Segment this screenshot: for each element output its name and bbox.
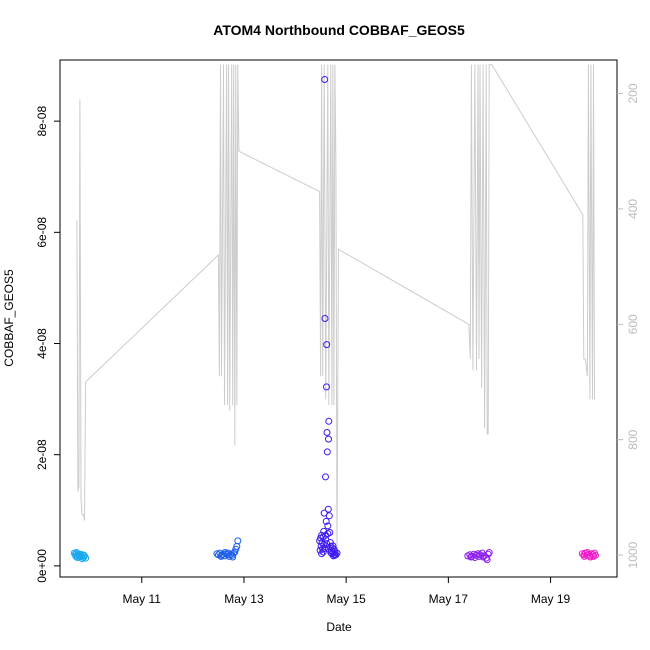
data-point bbox=[320, 527, 328, 535]
data-point bbox=[324, 530, 332, 538]
data-point bbox=[323, 448, 331, 456]
right-tick-label: 600 bbox=[626, 314, 640, 334]
data-point bbox=[225, 552, 233, 560]
x-tick-label: May 13 bbox=[224, 592, 264, 606]
data-point bbox=[321, 76, 329, 83]
data-point bbox=[225, 549, 233, 557]
data-point bbox=[325, 435, 332, 443]
data-point bbox=[230, 549, 238, 557]
data-point bbox=[318, 550, 326, 558]
right-tick-label: 800 bbox=[626, 429, 640, 449]
y-axis-label: COBBAF_GEOS5 bbox=[2, 269, 16, 367]
data-point bbox=[482, 554, 490, 562]
y-tick-label: 4e-08 bbox=[35, 328, 49, 359]
data-point bbox=[483, 556, 491, 564]
data-point bbox=[331, 551, 339, 559]
data-point bbox=[229, 553, 237, 561]
data-point bbox=[321, 315, 329, 322]
plot-frame bbox=[59, 59, 618, 578]
x-tick-label: May 11 bbox=[123, 592, 162, 606]
x-tick-label: May 17 bbox=[429, 592, 469, 606]
data-point bbox=[324, 522, 332, 530]
secondary-line-layer bbox=[76, 64, 595, 556]
data-point bbox=[80, 551, 88, 559]
data-point bbox=[329, 542, 337, 550]
data-point bbox=[586, 553, 594, 561]
y-tick-label: 2e-08 bbox=[35, 439, 49, 470]
data-point bbox=[217, 552, 225, 560]
x-axis-label: Date bbox=[326, 620, 352, 634]
right-tick-label: 400 bbox=[626, 199, 640, 219]
data-point bbox=[333, 549, 341, 557]
y-axis: 0e+00 2e-08 4e-08 6e-08 8e-08 bbox=[35, 106, 60, 583]
data-point bbox=[72, 552, 80, 560]
data-points-layer bbox=[70, 76, 599, 564]
data-point bbox=[234, 537, 242, 545]
data-point bbox=[323, 429, 331, 436]
data-point bbox=[323, 341, 331, 349]
data-point bbox=[322, 473, 329, 481]
data-point bbox=[475, 552, 483, 560]
data-point bbox=[485, 549, 493, 556]
x-tick-label: May 15 bbox=[326, 592, 366, 606]
data-point bbox=[324, 505, 332, 513]
right-tick-label: 1000 bbox=[626, 541, 640, 568]
y-tick-label: 0e+00 bbox=[35, 549, 49, 583]
right-axis: 200 400 600 800 1000 bbox=[617, 83, 640, 568]
data-point bbox=[323, 383, 330, 391]
y-tick-label: 6e-08 bbox=[35, 217, 49, 248]
data-point bbox=[321, 544, 329, 552]
data-point bbox=[78, 555, 86, 563]
data-point bbox=[471, 554, 479, 561]
data-point bbox=[319, 548, 327, 556]
data-point bbox=[325, 417, 333, 425]
data-point bbox=[318, 531, 326, 539]
data-point bbox=[221, 549, 229, 556]
data-point bbox=[325, 512, 333, 520]
data-point bbox=[590, 552, 597, 560]
x-axis: May 11 May 13 May 15 May 17 May 19 bbox=[123, 577, 571, 606]
secondary-series-line bbox=[76, 64, 595, 556]
y-tick-label: 8e-08 bbox=[35, 106, 49, 137]
chart-title: ATOM4 Northbound COBBAF_GEOS5 bbox=[213, 22, 465, 38]
x-tick-label: May 19 bbox=[531, 592, 571, 606]
right-tick-label: 200 bbox=[626, 83, 640, 103]
data-point bbox=[322, 517, 330, 525]
data-point bbox=[467, 553, 475, 561]
